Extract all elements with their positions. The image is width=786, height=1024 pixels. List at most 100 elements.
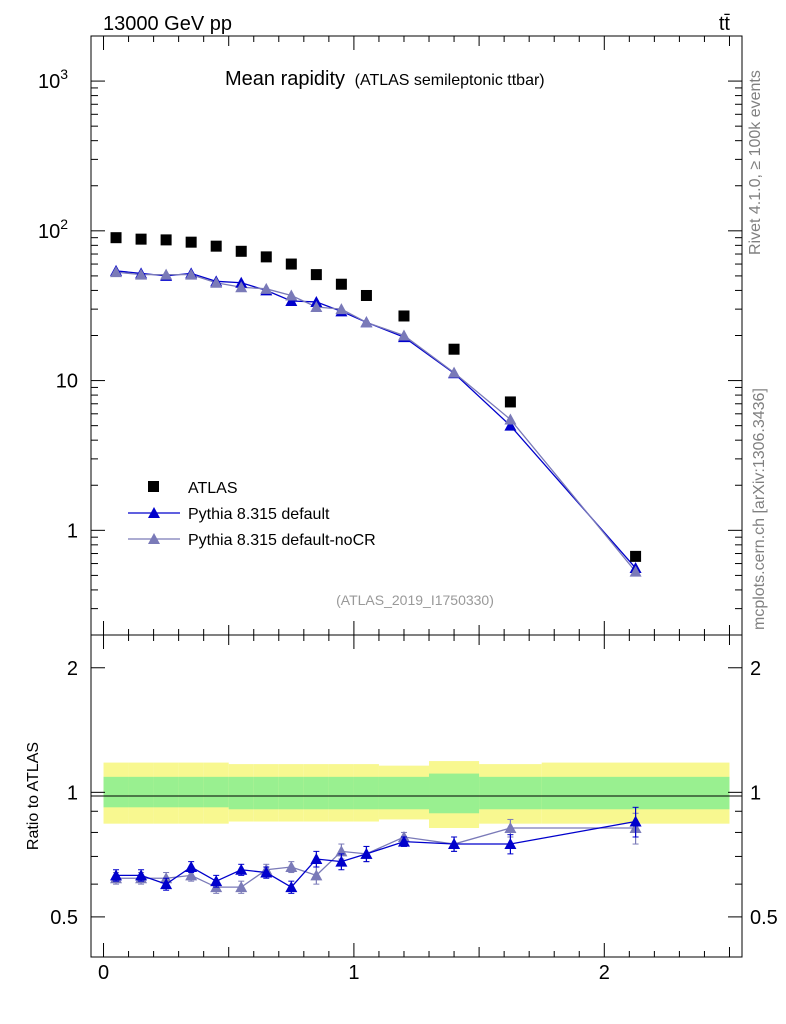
- data-point: [185, 236, 197, 248]
- data-point: [629, 565, 642, 577]
- main-panel: 1 10 102 103 Mean rapidity (ATLAS semilepto…: [38, 35, 743, 636]
- data-point: [285, 289, 298, 301]
- data-point: [504, 396, 516, 408]
- ratio-y-tick-label: 1: [67, 782, 78, 804]
- legend-marker: [148, 507, 160, 518]
- y-tick-label: 1: [67, 520, 78, 542]
- y-tick-label: 10: [56, 371, 78, 393]
- analysis-id: (ATLAS_2019_I1750330): [336, 592, 494, 608]
- series-line: [115, 270, 637, 569]
- y-tick-label: 102: [38, 216, 68, 243]
- ratio-bands: [103, 761, 730, 828]
- ratio-point: [397, 835, 410, 847]
- data-point: [285, 258, 297, 270]
- x-tick-label: 0: [98, 962, 109, 984]
- data-point: [260, 282, 273, 294]
- x-tick-label: 2: [599, 962, 610, 984]
- data-point: [335, 278, 347, 290]
- data-point: [448, 343, 460, 355]
- data-point: [448, 366, 461, 378]
- ratio-data: [110, 806, 642, 894]
- ratio-point: [260, 866, 273, 878]
- ratio-point: [335, 855, 348, 867]
- ratio-point: [285, 881, 298, 893]
- chart-title-main: Mean rapidity: [225, 68, 345, 90]
- ratio-point: [448, 838, 461, 850]
- ratio-point: [504, 821, 517, 833]
- x-tick-label: 1: [348, 962, 359, 984]
- data-point: [630, 550, 642, 562]
- ratio-point: [135, 869, 148, 881]
- ratio-band-inner: [228, 776, 254, 810]
- main-y-ticks: 1 10 102 103: [38, 35, 742, 636]
- ratio-point: [360, 847, 373, 859]
- ratio-band-inner: [479, 776, 542, 810]
- ratio-point: [160, 878, 173, 890]
- ratio-band-inner: [153, 776, 179, 808]
- ratio-band-inner: [278, 776, 304, 810]
- data-point: [260, 251, 272, 263]
- data-point: [310, 300, 323, 312]
- legend: ATLAS Pythia 8.315 default Pythia 8.315 de…: [128, 480, 376, 549]
- data-point: [360, 316, 373, 328]
- legend-marker: [148, 481, 159, 492]
- ratio-point: [310, 853, 323, 865]
- ratio-point: [504, 838, 517, 850]
- chart-title-sub: (ATLAS semileptonic ttbar): [355, 72, 545, 89]
- ratio-band-inner: [303, 776, 329, 810]
- chart-title: Mean rapidity (ATLAS semileptonic ttbar): [225, 68, 545, 90]
- data-point: [398, 310, 410, 322]
- ratio-ylabel: Ratio to ATLAS: [25, 742, 42, 850]
- data-point: [397, 329, 410, 341]
- ratio-band-inner: [203, 776, 229, 808]
- data-point: [504, 413, 517, 425]
- ratio-point: [285, 861, 298, 873]
- series-line: [115, 271, 637, 573]
- ratio-band-inner: [103, 776, 129, 808]
- data-point: [110, 266, 123, 278]
- data-point: [335, 303, 348, 315]
- ratio-band-inner: [541, 776, 730, 810]
- main-data: [110, 232, 642, 577]
- ratio-point: [629, 815, 642, 827]
- data-point: [185, 268, 198, 280]
- ratio-y-tick-label-right: 1: [750, 782, 761, 804]
- process-label: tt̄: [719, 13, 731, 35]
- ratio-y-tick-label: 0.5: [50, 907, 78, 929]
- data-point: [135, 233, 147, 245]
- ratio-point: [235, 863, 248, 875]
- ratio-frame: [90, 634, 743, 958]
- data-point: [235, 281, 248, 293]
- ratio-band-inner: [378, 776, 430, 810]
- data-point: [360, 289, 372, 301]
- ratio-point: [185, 869, 198, 881]
- ratio-band-inner: [429, 773, 480, 814]
- ratio-point: [235, 881, 248, 893]
- legend-label: Pythia 8.315 default: [188, 506, 330, 523]
- ratio-y-ticks: 0.5 0.5 1 1 2 2: [50, 658, 778, 958]
- data-point: [160, 268, 173, 280]
- mcplots-label: mcplots.cern.ch [arXiv:1306.3436]: [751, 388, 768, 630]
- x-axis-ticks: 0 1 2: [98, 36, 730, 984]
- legend-label: Pythia 8.315 default-noCR: [188, 532, 376, 549]
- legend-marker: [148, 533, 160, 544]
- ratio-y-tick-label: 2: [67, 658, 78, 680]
- data-point: [110, 232, 122, 244]
- data-point: [504, 419, 517, 431]
- ratio-point: [185, 861, 198, 873]
- ratio-band-inner: [253, 776, 279, 810]
- ratio-point: [210, 875, 223, 887]
- data-point: [135, 268, 148, 280]
- data-point: [210, 276, 223, 288]
- legend-label: ATLAS: [188, 480, 238, 497]
- energy-label: 13000 GeV pp: [103, 13, 232, 35]
- ratio-panel: 0.5 0.5 1 1 2 2 0 1 2 Ratio to ATLAS: [25, 36, 778, 984]
- data-point: [235, 245, 247, 257]
- ratio-band-inner: [128, 776, 154, 808]
- y-tick-label: 103: [38, 66, 68, 93]
- ratio-point: [110, 869, 123, 881]
- ratio-y-tick-label-right: 2: [750, 658, 761, 680]
- rivet-label: Rivet 4.1.0, ≥ 100k events: [747, 70, 764, 255]
- ratio-band-inner: [328, 776, 354, 810]
